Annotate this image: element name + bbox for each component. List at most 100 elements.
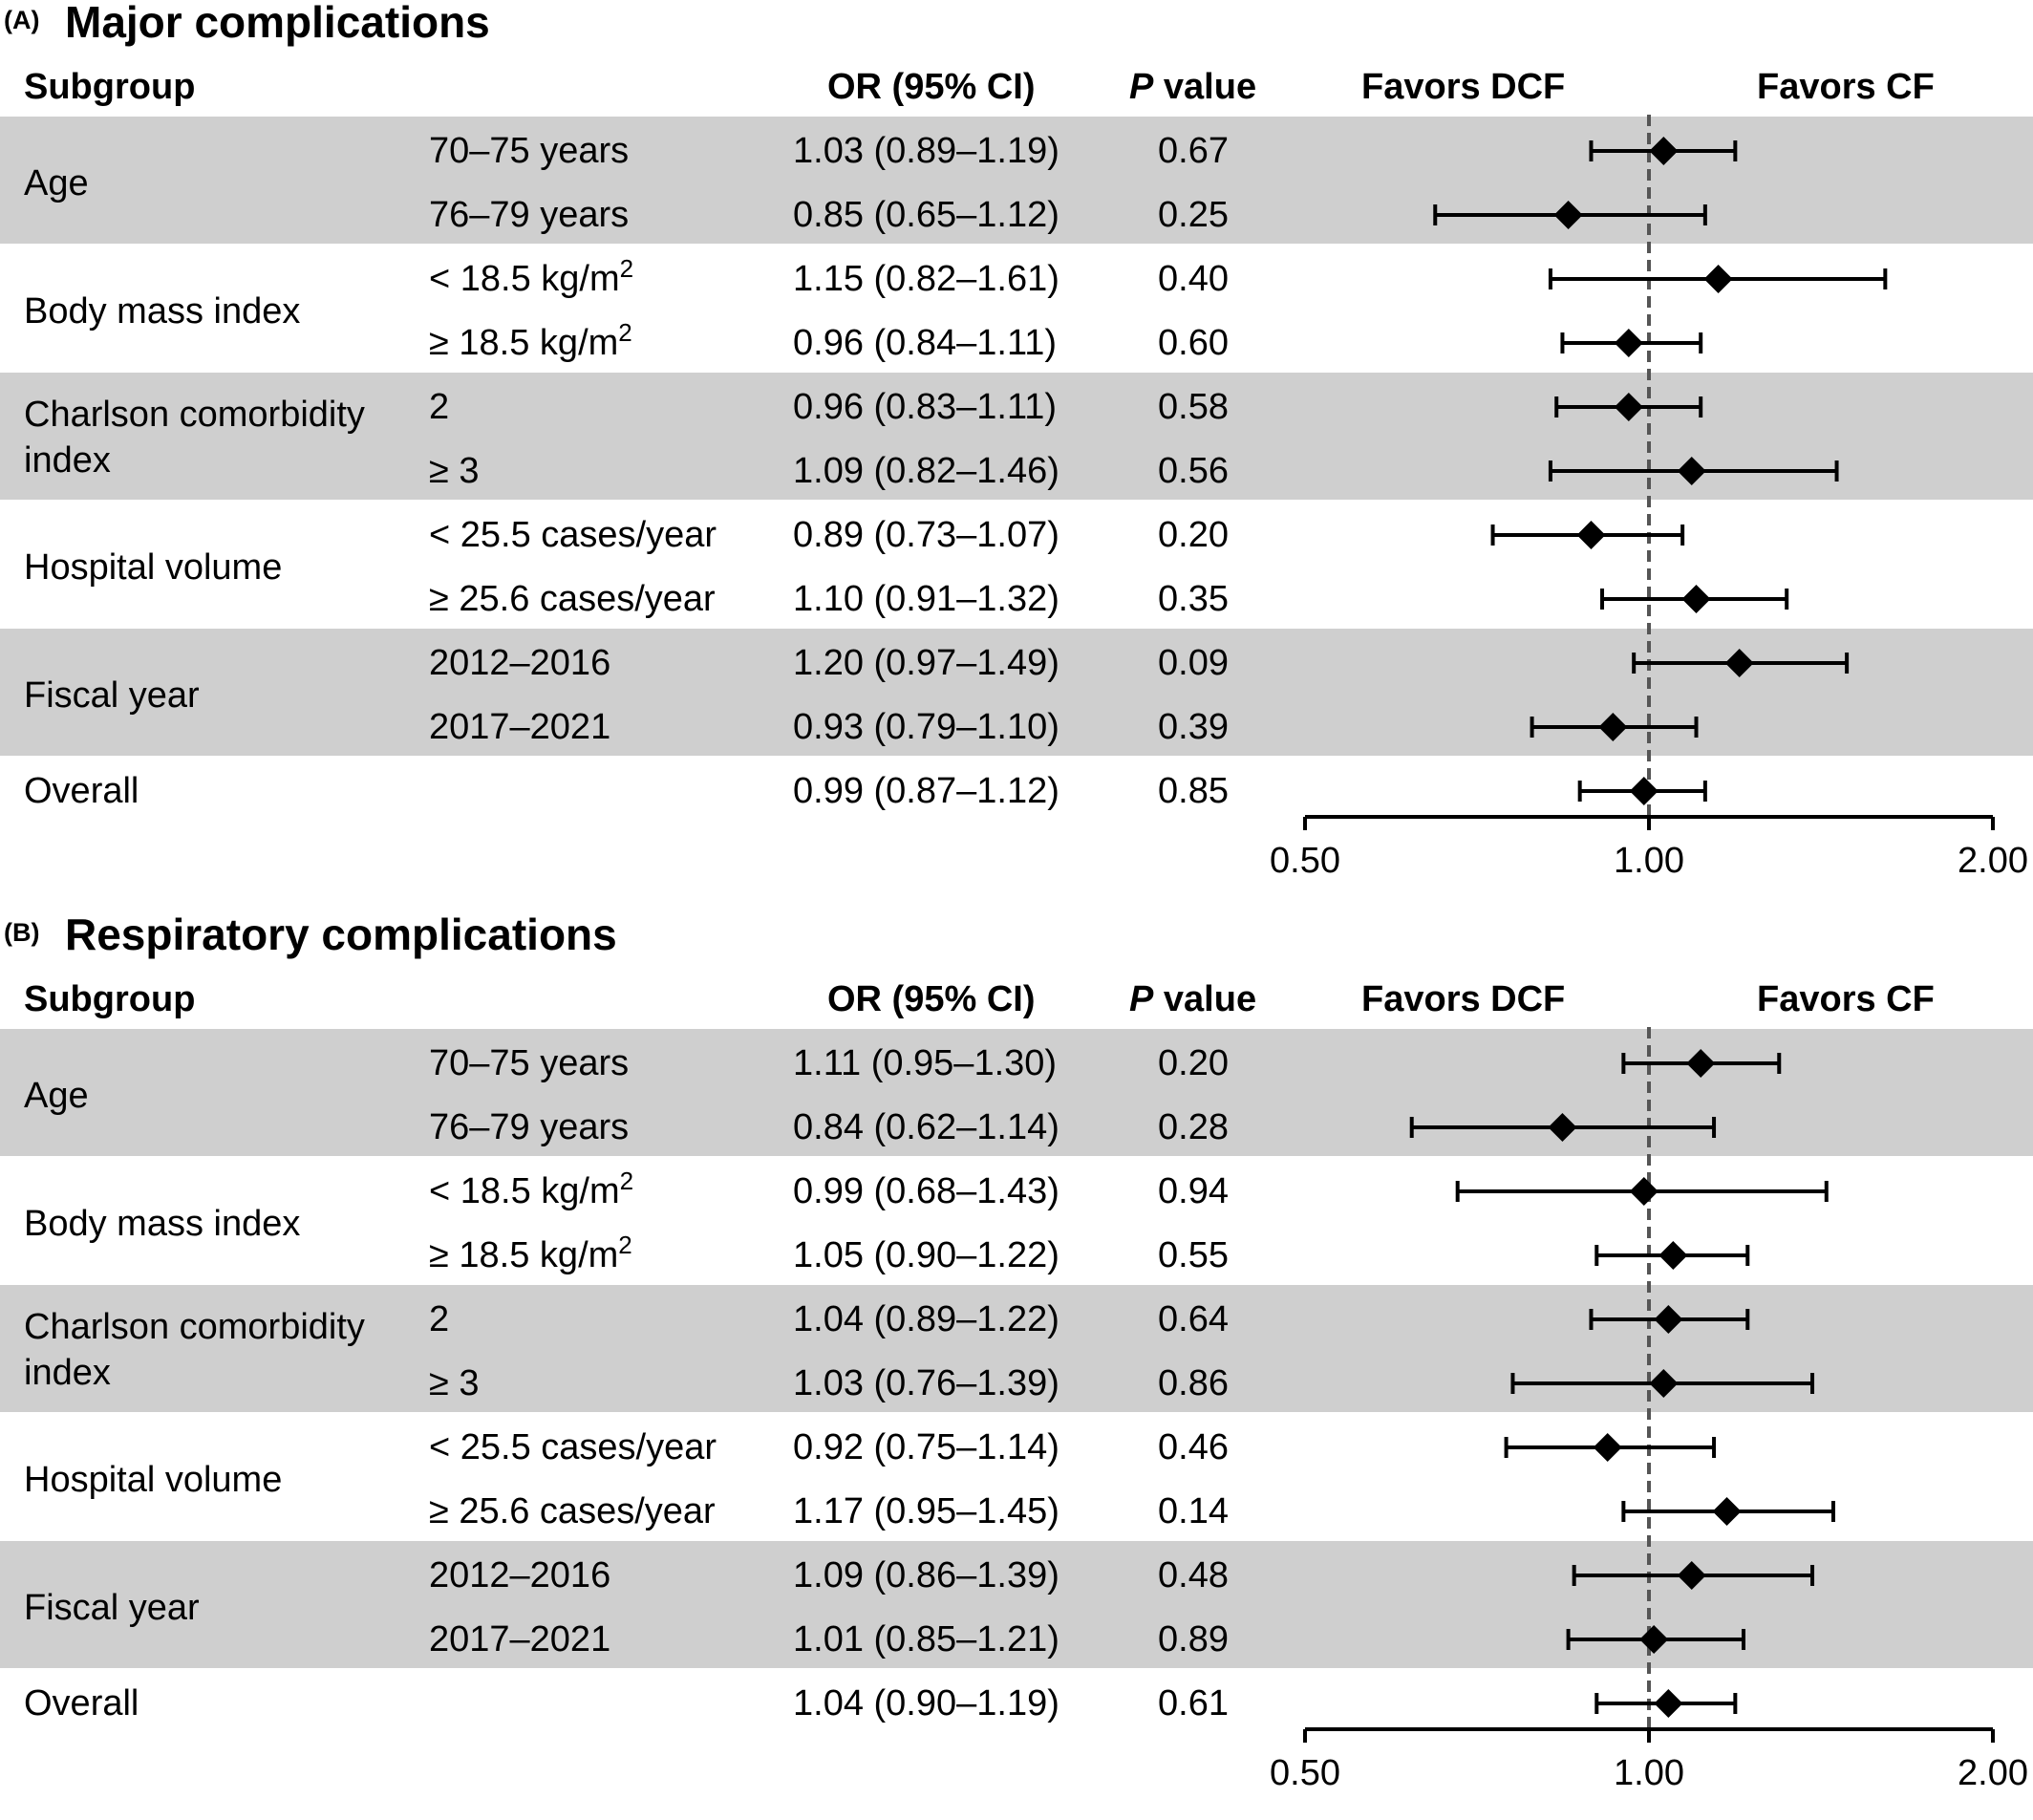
- x-tick-label: 0.50: [1270, 1753, 1340, 1793]
- or-ci-value: 0.99 (0.87–1.12): [793, 771, 1059, 811]
- group-name-line2: index: [24, 439, 111, 481]
- header-favors-dcf: Favors DCF: [1361, 979, 1566, 1019]
- x-tick-label: 0.50: [1270, 841, 1340, 881]
- subgroup-label-text: 2017–2021: [429, 1619, 611, 1659]
- or-ci-value: 1.03 (0.89–1.19): [793, 131, 1059, 171]
- subgroup-label: 76–79 years: [429, 194, 629, 236]
- or-ci-value: 1.04 (0.89–1.22): [793, 1299, 1059, 1339]
- or-ci-value: 1.17 (0.95–1.45): [793, 1491, 1059, 1531]
- or-ci-value: 1.20 (0.97–1.49): [793, 643, 1059, 683]
- or-diamond: [1681, 585, 1711, 613]
- or-ci-value: 0.96 (0.84–1.11): [793, 323, 1058, 363]
- subgroup-label-text: ≥ 25.6 cases/year: [429, 1491, 716, 1531]
- group-name: Body mass index: [24, 290, 301, 332]
- panel-respiratory-complications: (B) Respiratory complications Subgroup OR…: [0, 910, 2033, 1820]
- header-subgroup: Subgroup: [24, 979, 196, 1019]
- subgroup-label-text: ≥ 3: [429, 451, 480, 491]
- superscript: 2: [618, 318, 632, 347]
- or-diamond: [1593, 1433, 1622, 1462]
- subgroup-label-text: < 25.5 cases/year: [429, 515, 717, 555]
- or-ci-value: 1.11 (0.95–1.30): [793, 1043, 1058, 1083]
- subgroup-label: 70–75 years: [429, 1042, 629, 1084]
- p-value: 0.56: [1158, 451, 1229, 491]
- p-value: 0.40: [1158, 259, 1229, 299]
- subgroup-label-text: ≥ 3: [429, 1363, 480, 1403]
- or-diamond: [1614, 393, 1643, 421]
- panel-label: (A): [4, 6, 40, 34]
- subgroup-label: 2: [429, 1298, 449, 1340]
- or-diamond: [1576, 521, 1606, 549]
- subgroup-label: ≥ 3: [429, 1362, 480, 1404]
- subgroup-label: ≥ 25.6 cases/year: [429, 578, 716, 620]
- header-p-rest: value: [1153, 979, 1257, 1019]
- group-name: Age: [24, 1075, 89, 1116]
- or-diamond: [1703, 265, 1733, 293]
- subgroup-label: 2: [429, 386, 449, 428]
- header-favors-cf: Favors CF: [1757, 67, 1935, 107]
- or-diamond: [1712, 1497, 1742, 1526]
- or-diamond: [1649, 1369, 1679, 1398]
- or-diamond: [1553, 201, 1583, 229]
- group-name: Charlson comorbidity: [24, 1306, 365, 1347]
- or-ci-value: 1.10 (0.91–1.32): [793, 579, 1059, 619]
- panel-label: (B): [4, 918, 40, 947]
- subgroup-label: 2012–2016: [429, 1554, 610, 1596]
- p-value: 0.20: [1158, 515, 1229, 555]
- p-value: 0.94: [1158, 1171, 1229, 1211]
- p-value: 0.35: [1158, 579, 1229, 619]
- subgroup-label-text: 76–79 years: [429, 1107, 630, 1147]
- subgroup-label: < 18.5 kg/m2: [429, 1168, 633, 1212]
- or-ci-value: 1.05 (0.90–1.22): [793, 1235, 1059, 1275]
- or-ci-value: 0.84 (0.62–1.14): [793, 1107, 1059, 1147]
- group-band: [0, 117, 2033, 244]
- overall-label: Overall: [24, 1683, 139, 1724]
- or-diamond: [1629, 777, 1658, 805]
- subgroup-label: 70–75 years: [429, 130, 629, 172]
- or-diamond: [1629, 1177, 1658, 1206]
- subgroup-label-text: 2012–2016: [429, 1555, 611, 1595]
- p-value: 0.48: [1158, 1555, 1229, 1595]
- subgroup-label-text: < 25.5 cases/year: [429, 1427, 717, 1467]
- group-name: Charlson comorbidity: [24, 394, 365, 435]
- or-diamond: [1598, 713, 1628, 741]
- or-diamond: [1677, 1561, 1706, 1590]
- x-tick-label: 1.00: [1614, 841, 1684, 881]
- group-band: [0, 1541, 2033, 1668]
- panel-major-complications: (A) Major complications Subgroup OR (95% …: [0, 0, 2033, 908]
- or-diamond: [1639, 1625, 1669, 1654]
- or-ci-value: 0.92 (0.75–1.14): [793, 1427, 1059, 1467]
- subgroup-label: 2012–2016: [429, 642, 610, 684]
- or-ci-value: 0.93 (0.79–1.10): [793, 707, 1059, 747]
- p-value: 0.46: [1158, 1427, 1229, 1467]
- superscript: 2: [618, 1231, 632, 1259]
- group-name: Body mass index: [24, 1203, 301, 1244]
- group-band: [0, 1029, 2033, 1156]
- p-value: 0.25: [1158, 195, 1229, 235]
- or-diamond: [1686, 1049, 1716, 1078]
- subgroup-label-text: ≥ 25.6 cases/year: [429, 579, 716, 619]
- or-diamond: [1649, 137, 1679, 165]
- subgroup-label: < 25.5 cases/year: [429, 514, 717, 556]
- overall-label: Overall: [24, 771, 139, 811]
- subgroup-label-text: ≥ 18.5 kg/m: [429, 1235, 619, 1275]
- header-subgroup: Subgroup: [24, 67, 196, 107]
- p-value: 0.67: [1158, 131, 1229, 171]
- p-value: 0.55: [1158, 1235, 1229, 1275]
- or-ci-value: 1.04 (0.90–1.19): [793, 1683, 1059, 1724]
- subgroup-label: < 18.5 kg/m2: [429, 256, 633, 300]
- x-tick-label: 1.00: [1614, 1753, 1684, 1793]
- or-ci-value: 1.15 (0.82–1.61): [793, 259, 1059, 299]
- or-diamond: [1677, 457, 1706, 485]
- or-ci-value: 0.96 (0.83–1.11): [793, 387, 1058, 427]
- header-p-value: P value: [1129, 67, 1256, 108]
- subgroup-label-text: 2012–2016: [429, 643, 611, 683]
- subgroup-label-text: 2: [429, 387, 450, 427]
- header-or-ci: OR (95% CI): [827, 979, 1036, 1019]
- header-p-rest: value: [1153, 67, 1257, 107]
- group-name: Hospital volume: [24, 546, 283, 588]
- or-ci-value: 1.09 (0.82–1.46): [793, 451, 1059, 491]
- or-ci-value: 0.89 (0.73–1.07): [793, 515, 1059, 555]
- or-ci-value: 0.85 (0.65–1.12): [793, 195, 1059, 235]
- group-name: Hospital volume: [24, 1459, 283, 1500]
- subgroup-label-text: 2017–2021: [429, 707, 611, 747]
